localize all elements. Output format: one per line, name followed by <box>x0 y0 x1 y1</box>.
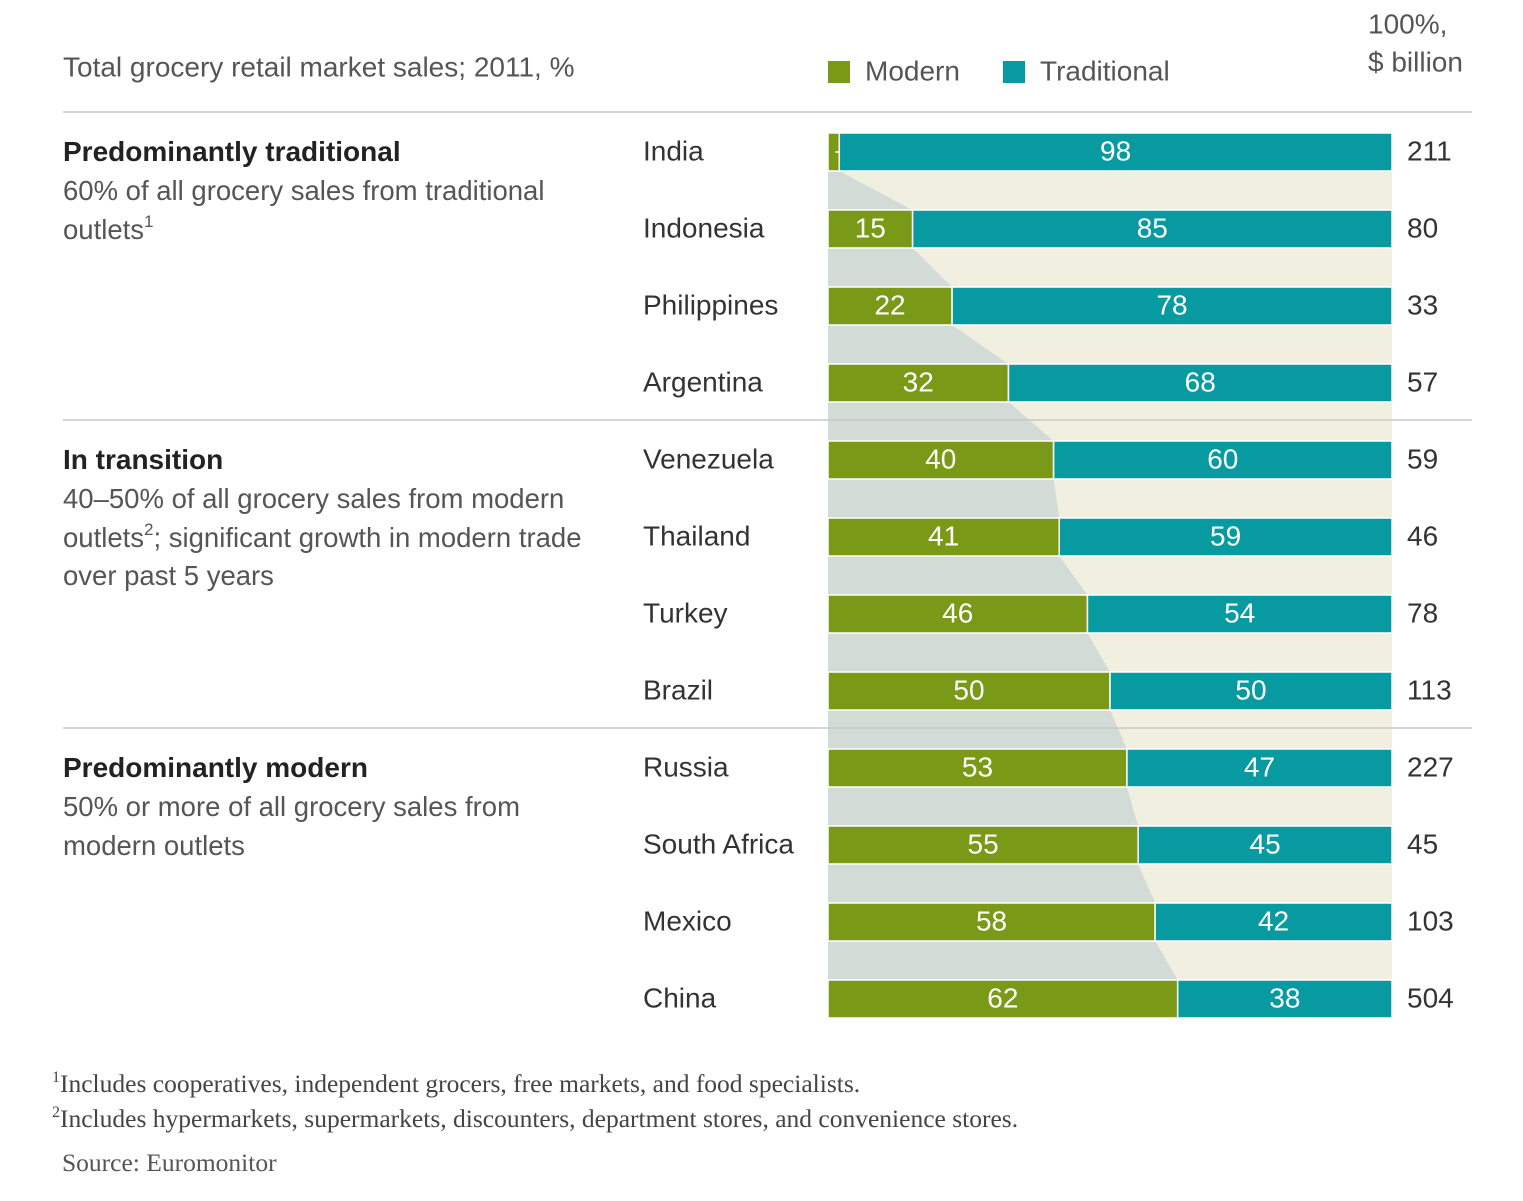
footnote-text: Includes hypermarkets, supermarkets, dis… <box>60 1104 1019 1133</box>
group-title: Predominantly traditional <box>63 136 401 167</box>
bar-segment <box>827 209 914 249</box>
value-label: 62 <box>987 982 1018 1013</box>
total-value: 227 <box>1407 751 1454 782</box>
total-value: 33 <box>1407 289 1438 320</box>
total-value: 46 <box>1407 520 1438 551</box>
total-value: 45 <box>1407 828 1438 859</box>
value-label: 50 <box>1235 674 1266 705</box>
total-value: 113 <box>1407 674 1452 705</box>
source: Source: Euromonitor <box>62 1148 277 1177</box>
value-label: 41 <box>928 520 959 551</box>
total-value: 80 <box>1407 212 1438 243</box>
legend-swatch <box>1003 61 1025 83</box>
totals-header: $ billion <box>1368 46 1463 77</box>
value-label: 58 <box>976 905 1007 936</box>
value-label: 59 <box>1210 520 1241 551</box>
value-label: 98 <box>1100 135 1131 166</box>
description-before: 40–50% of all grocery sales from modern … <box>63 483 565 553</box>
value-label: 53 <box>962 751 993 782</box>
value-label: 60 <box>1207 443 1238 474</box>
bar-segment <box>1086 594 1393 634</box>
category-label: Indonesia <box>643 212 765 243</box>
legend-label: Traditional <box>1040 55 1170 86</box>
total-value: 504 <box>1407 982 1454 1013</box>
footnote-marker: 1 <box>52 1069 60 1086</box>
bar-segment <box>1052 440 1393 480</box>
bar-segment <box>911 209 1393 249</box>
value-label: 42 <box>1258 905 1289 936</box>
bar-segment <box>1176 979 1393 1019</box>
legend-swatch <box>828 61 850 83</box>
value-label: 46 <box>942 597 973 628</box>
value-label: 22 <box>874 289 905 320</box>
totals-header: 100%, <box>1368 8 1447 39</box>
total-value: 78 <box>1407 597 1438 628</box>
description-sup: 2 <box>144 519 154 539</box>
bar-segment <box>1058 517 1393 557</box>
group-title: In transition <box>63 444 224 475</box>
bar-segment <box>1109 671 1393 711</box>
description-before: 60% of all grocery sales from traditiona… <box>63 175 545 245</box>
bar-segment <box>827 363 1010 403</box>
bar-segment <box>1126 748 1393 788</box>
description-sup: 1 <box>144 211 154 231</box>
legend-label: Modern <box>865 55 960 86</box>
description-after: ; significant growth in modern trade ove… <box>63 521 582 592</box>
group-description: 60% of all grocery sales from traditiona… <box>63 172 591 249</box>
value-label: 15 <box>855 212 886 243</box>
category-label: Mexico <box>643 905 732 936</box>
bar-segment <box>951 286 1393 326</box>
bar-segment <box>1007 363 1393 403</box>
group-description: 40–50% of all grocery sales from modern … <box>63 480 591 596</box>
footnote: 1Includes cooperatives, independent groc… <box>52 1066 860 1101</box>
bar-segment <box>827 902 1156 942</box>
footnote: 2Includes hypermarkets, supermarkets, di… <box>52 1101 1018 1136</box>
value-label: 50 <box>953 674 984 705</box>
group-description: 50% or more of all grocery sales from mo… <box>63 788 591 865</box>
value-label: 40 <box>925 443 956 474</box>
category-label: China <box>643 982 717 1013</box>
value-label: 78 <box>1156 289 1187 320</box>
bar-segment <box>827 671 1111 711</box>
group-title: Predominantly modern <box>63 752 368 783</box>
value-label: 38 <box>1269 982 1300 1013</box>
total-value: 59 <box>1407 443 1438 474</box>
value-label: 45 <box>1250 828 1281 859</box>
bar-segment <box>838 132 1393 172</box>
chart-title: Total grocery retail market sales; 2011,… <box>63 51 574 82</box>
bar-segment <box>827 979 1179 1019</box>
value-label: 85 <box>1137 212 1168 243</box>
total-value: 57 <box>1407 366 1438 397</box>
category-label: South Africa <box>643 828 794 859</box>
footnote-marker: 2 <box>52 1104 60 1121</box>
value-label: 47 <box>1244 751 1275 782</box>
category-label: Brazil <box>643 674 713 705</box>
value-label: 54 <box>1224 597 1255 628</box>
value-label: 32 <box>903 366 934 397</box>
bar-segment <box>827 825 1139 865</box>
value-label: 68 <box>1185 366 1216 397</box>
bar-segment <box>1137 825 1393 865</box>
category-label: Russia <box>643 751 729 782</box>
total-value: 103 <box>1407 905 1454 936</box>
modern-share-band <box>828 133 1178 1018</box>
category-label: Philippines <box>643 289 778 320</box>
total-value: 211 <box>1407 135 1452 166</box>
footnote-text: Includes cooperatives, independent groce… <box>60 1069 861 1098</box>
bar-segment <box>827 748 1128 788</box>
category-label: Thailand <box>643 520 750 551</box>
category-label: India <box>643 135 704 166</box>
category-label: Turkey <box>643 597 728 628</box>
category-label: Argentina <box>643 366 763 397</box>
bar-segment <box>1154 902 1393 942</box>
value-label: 55 <box>968 828 999 859</box>
bar-segment <box>827 594 1089 634</box>
category-label: Venezuela <box>643 443 774 474</box>
description-before: 50% or more of all grocery sales from mo… <box>63 791 520 861</box>
bar-segment <box>827 286 953 326</box>
